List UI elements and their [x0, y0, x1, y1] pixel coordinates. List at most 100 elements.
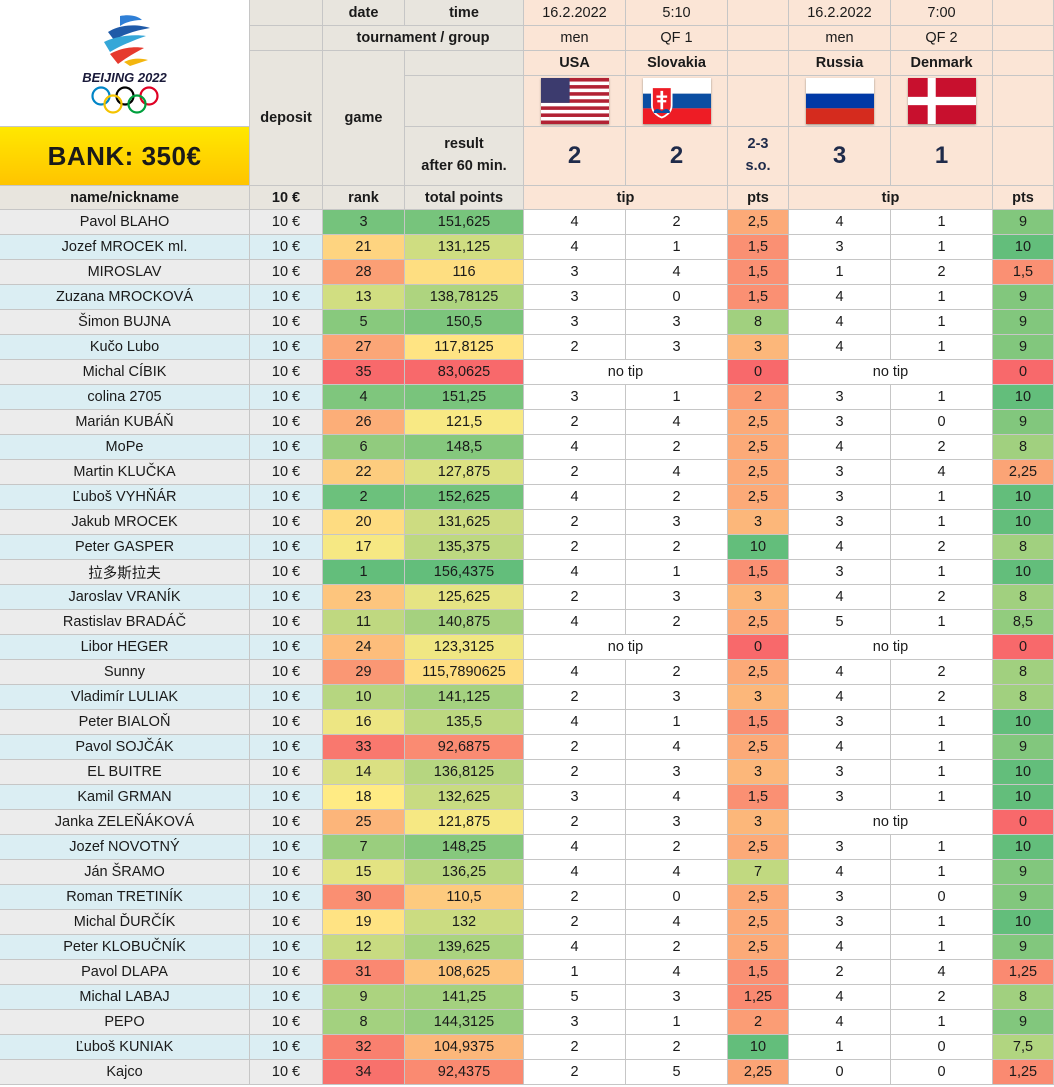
match2-points: 9: [993, 285, 1054, 310]
match2-tip-home: 4: [789, 285, 891, 310]
match1-tip-home: 5: [524, 985, 626, 1010]
match1-tip-home: 2: [524, 510, 626, 535]
match2-points: 0: [993, 810, 1054, 835]
player-total-points: 138,78125: [405, 285, 524, 310]
player-name: Peter KLOBUČNÍK: [0, 935, 250, 960]
date-label: date: [323, 0, 405, 26]
match2-tip-home: 3: [789, 510, 891, 535]
player-name: Michal LABAJ: [0, 985, 250, 1010]
player-total-points: 139,625: [405, 935, 524, 960]
player-deposit: 10 €: [250, 260, 323, 285]
player-rank: 6: [323, 435, 405, 460]
match2-tip-home: 0: [789, 1060, 891, 1085]
player-name: Jakub MROCEK: [0, 510, 250, 535]
player-deposit: 10 €: [250, 310, 323, 335]
match2-tip-home: 4: [789, 935, 891, 960]
blank-header-cell: [993, 26, 1054, 51]
match2-points: 0: [993, 360, 1054, 385]
player-rank: 10: [323, 685, 405, 710]
player-total-points: 140,875: [405, 610, 524, 635]
match2-points: 10: [993, 760, 1054, 785]
player-deposit: 10 €: [250, 335, 323, 360]
match1-tip-away: 2: [626, 610, 728, 635]
player-rank: 12: [323, 935, 405, 960]
match1-tip-away: 4: [626, 860, 728, 885]
player-name: Ľuboš KUNIAK: [0, 1035, 250, 1060]
blank-header-cell: [405, 76, 524, 127]
match2-tip-home: 3: [789, 885, 891, 910]
player-deposit: 10 €: [250, 1060, 323, 1085]
match1-group: QF 1: [626, 26, 728, 51]
player-deposit: 10 €: [250, 635, 323, 660]
match1-tip-away: 4: [626, 735, 728, 760]
player-name: Janka ZELEŇÁKOVÁ: [0, 810, 250, 835]
match1-points: 1,5: [728, 710, 789, 735]
match2-tip-away: 0: [891, 885, 993, 910]
match2-points: 8: [993, 660, 1054, 685]
match1-tip-away: 2: [626, 1035, 728, 1060]
match2-tip-home: 3: [789, 785, 891, 810]
match1-points: 7: [728, 860, 789, 885]
match2-tip-home: 1: [789, 260, 891, 285]
player-total-points: 104,9375: [405, 1035, 524, 1060]
match1-tip-home: 2: [524, 585, 626, 610]
blank-header-cell: [728, 51, 789, 76]
player-total-points: 108,625: [405, 960, 524, 985]
match1-team2: Slovakia: [626, 51, 728, 76]
player-total-points: 132: [405, 910, 524, 935]
player-rank: 15: [323, 860, 405, 885]
blank-header-cell: [405, 51, 524, 76]
match1-tip-away: 3: [626, 310, 728, 335]
match2-tip-header: tip: [789, 186, 993, 210]
match1-tip-away: 3: [626, 810, 728, 835]
match2-points: 8: [993, 435, 1054, 460]
player-name: Jozef NOVOTNÝ: [0, 835, 250, 860]
player-name: Rastislav BRADÁČ: [0, 610, 250, 635]
player-deposit: 10 €: [250, 435, 323, 460]
player-deposit: 10 €: [250, 1010, 323, 1035]
match2-points: 8: [993, 685, 1054, 710]
match1-no-tip: no tip: [524, 635, 728, 660]
match2-tip-home: 4: [789, 335, 891, 360]
match1-tip-home: 4: [524, 560, 626, 585]
player-name: 拉多斯拉夫: [0, 560, 250, 585]
player-deposit: 10 €: [250, 385, 323, 410]
player-rank: 25: [323, 810, 405, 835]
player-deposit: 10 €: [250, 985, 323, 1010]
match2-points: 9: [993, 335, 1054, 360]
player-deposit: 10 €: [250, 710, 323, 735]
match1-points: 2,5: [728, 210, 789, 235]
match2-points: 8: [993, 985, 1054, 1010]
match2-tip-home: 3: [789, 910, 891, 935]
player-name: Peter GASPER: [0, 535, 250, 560]
match2-tip-away: 4: [891, 460, 993, 485]
match1-points: 2: [728, 1010, 789, 1035]
match1-tip-away: 4: [626, 410, 728, 435]
player-rank: 29: [323, 660, 405, 685]
match1-team1: USA: [524, 51, 626, 76]
match1-tip-away: 5: [626, 1060, 728, 1085]
match1-tip-away: 2: [626, 935, 728, 960]
player-deposit: 10 €: [250, 810, 323, 835]
match1-time: 5:10: [626, 0, 728, 26]
match2-tip-away: 2: [891, 535, 993, 560]
player-rank: 26: [323, 410, 405, 435]
olympic-rings-icon: [90, 85, 159, 114]
match2-tip-home: 4: [789, 435, 891, 460]
blank-header-cell: [728, 0, 789, 26]
player-total-points: 152,625: [405, 485, 524, 510]
match1-tip-home: 1: [524, 960, 626, 985]
match1-shootout-score: 2-3: [747, 136, 769, 153]
player-rank: 28: [323, 260, 405, 285]
total-points-column-header: total points: [405, 186, 524, 210]
result-header: result after 60 min.: [405, 127, 524, 186]
match2-tip-home: 4: [789, 1010, 891, 1035]
match1-points: 2,5: [728, 485, 789, 510]
match1-points: 3: [728, 760, 789, 785]
match2-tip-away: 1: [891, 910, 993, 935]
blank-header-cell: [993, 0, 1054, 26]
player-rank: 2: [323, 485, 405, 510]
player-total-points: 110,5: [405, 885, 524, 910]
player-name: Peter BIALOŇ: [0, 710, 250, 735]
player-deposit: 10 €: [250, 235, 323, 260]
